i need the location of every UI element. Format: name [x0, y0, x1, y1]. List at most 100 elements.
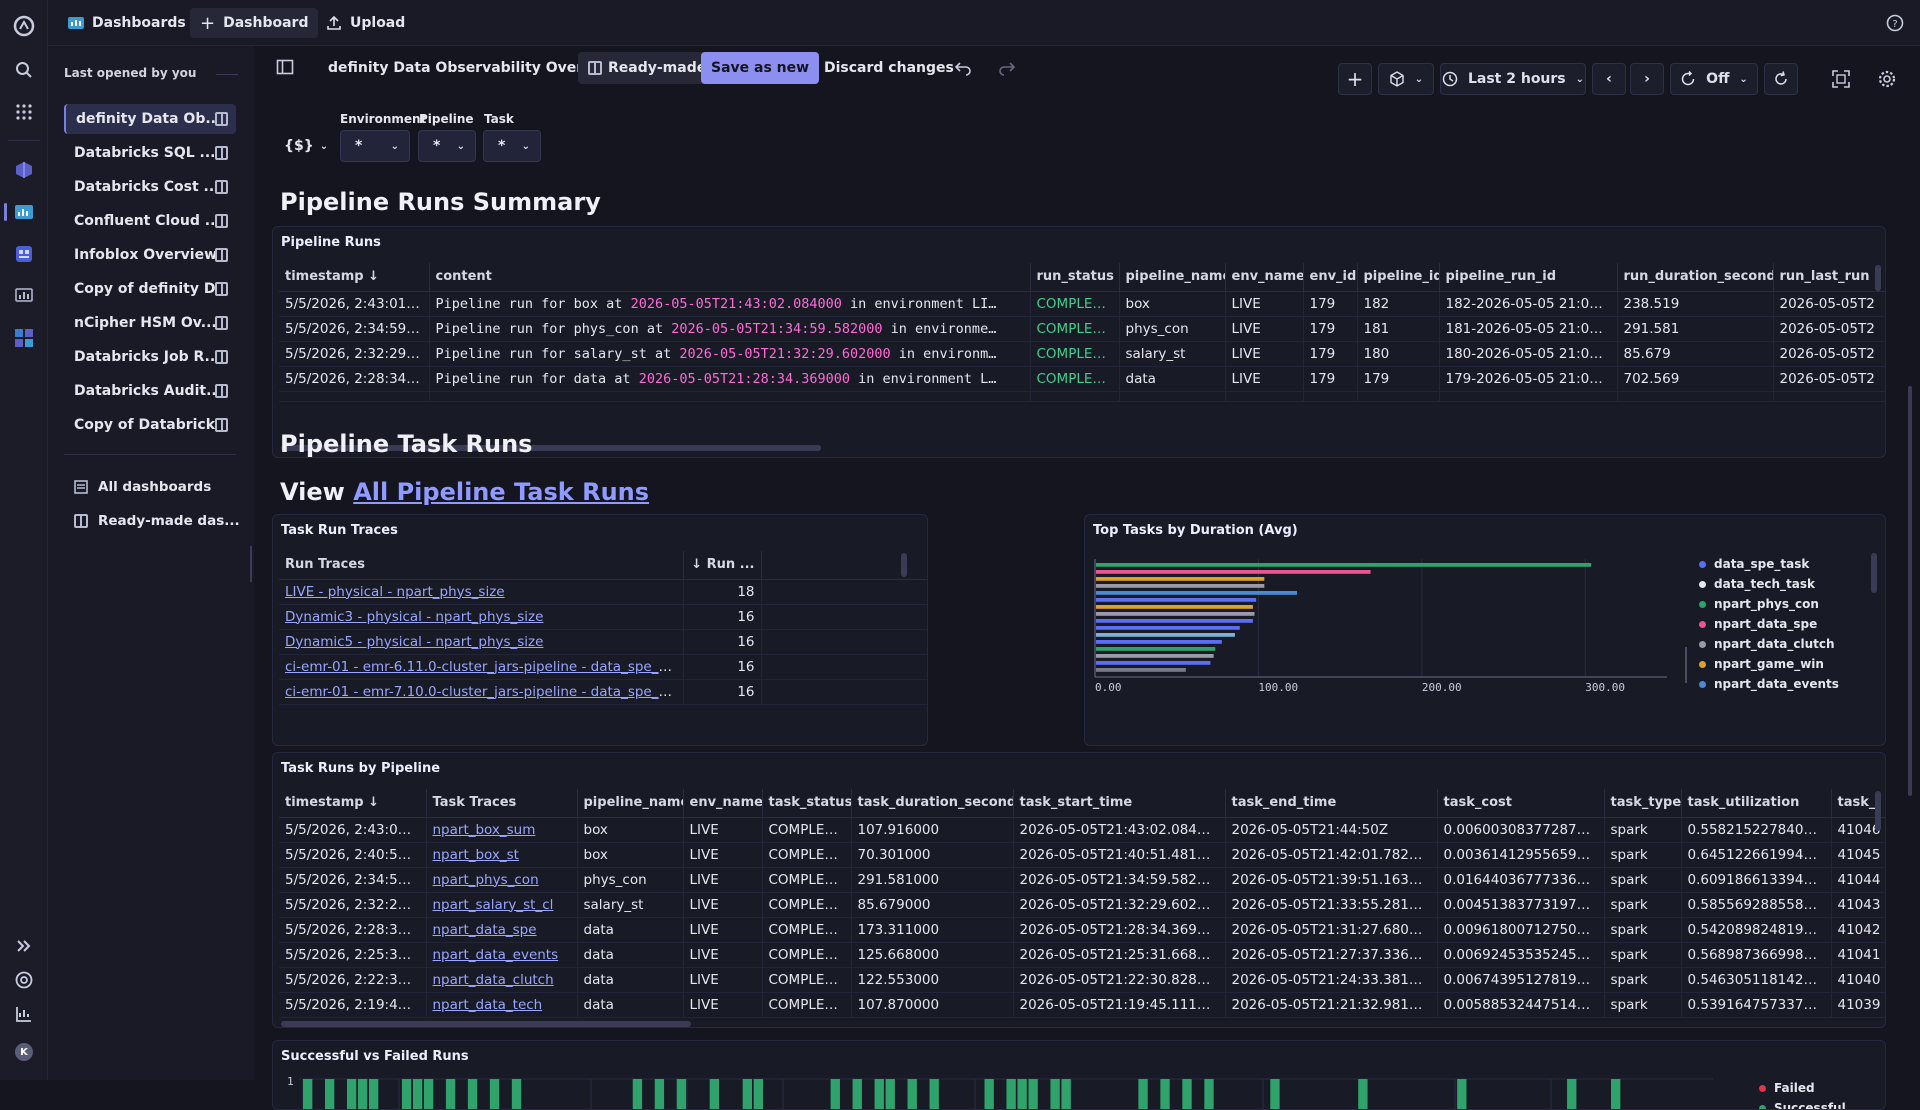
variables-menu-button[interactable]: {$} ⌄	[274, 130, 338, 162]
readymade-badge[interactable]: Ready-made	[578, 52, 716, 84]
success-bar[interactable]	[1611, 1079, 1620, 1110]
table-row[interactable]: ci-emr-01 - emr-6.11.0-cluster_jars-pipe…	[279, 654, 928, 679]
legend-item[interactable]: data_tech_task	[1699, 577, 1815, 591]
success-bar[interactable]	[754, 1079, 763, 1110]
task-trace-link[interactable]: npart_data_tech	[433, 997, 543, 1013]
page-vscrollbar[interactable]	[1908, 386, 1912, 796]
monitor-app-icon[interactable]	[12, 284, 36, 308]
pipeline-runs-col-header[interactable]: env_id	[1303, 263, 1357, 291]
success-bar[interactable]	[424, 1079, 433, 1110]
success-bar[interactable]	[325, 1079, 334, 1110]
traces-col-run-traces[interactable]: Run Traces	[279, 551, 683, 579]
success-bar[interactable]	[512, 1079, 521, 1110]
task-trace-link[interactable]: npart_phys_con	[433, 872, 539, 888]
success-bar[interactable]	[886, 1079, 895, 1110]
pipeline-runs-col-header[interactable]: pipeline_id	[1357, 263, 1439, 291]
task-runs-col-header[interactable]: pipeline_name	[577, 789, 683, 817]
grid-app-icon[interactable]	[12, 326, 36, 350]
add-tile-button[interactable]: +	[1338, 63, 1372, 95]
task-trace-link[interactable]: npart_salary_st_cl	[433, 897, 554, 913]
dashboards-app-icon[interactable]	[12, 200, 36, 224]
pipeline-filter-select[interactable]: *⌄	[418, 130, 476, 162]
trace-link[interactable]: Dynamic3 - physical - npart_phys_size	[285, 609, 543, 625]
task-traces-vscrollbar[interactable]	[901, 553, 907, 577]
settings-gear-icon[interactable]	[1878, 70, 1896, 92]
success-bar[interactable]	[1358, 1079, 1367, 1110]
sidebar-item-4[interactable]: Infoblox Overview	[64, 240, 236, 270]
task-runs-col-header[interactable]: timestamp ↓	[279, 789, 426, 817]
chart-bar[interactable]	[1096, 640, 1222, 644]
analytics-icon[interactable]	[12, 1002, 36, 1026]
success-bar[interactable]	[490, 1079, 499, 1110]
sidebar-item-3[interactable]: Confluent Cloud ...	[64, 206, 236, 236]
task-runs-col-header[interactable]: task_cost	[1437, 789, 1604, 817]
success-bar[interactable]	[1017, 1079, 1026, 1110]
apps-grid-icon[interactable]	[12, 100, 36, 124]
success-bar[interactable]	[853, 1079, 862, 1110]
chart-bar[interactable]	[1096, 619, 1253, 623]
auto-refresh-selector[interactable]: Off ⌄	[1670, 63, 1758, 95]
sidebar-readymade-dashboards[interactable]: Ready-made das...	[64, 506, 280, 536]
success-bar[interactable]	[303, 1079, 312, 1110]
cube-app-icon[interactable]	[12, 158, 36, 182]
success-bar[interactable]	[413, 1079, 422, 1110]
sidebar-item-5[interactable]: Copy of definity Data ...	[64, 274, 236, 304]
success-bar[interactable]	[908, 1079, 917, 1110]
sidebar-all-dashboards[interactable]: All dashboards	[64, 472, 280, 502]
pipeline-runs-col-header[interactable]: env_name	[1225, 263, 1303, 291]
trace-link[interactable]: ci-emr-01 - emr-6.11.0-cluster_jars-pipe…	[285, 659, 683, 675]
pipeline-runs-col-header[interactable]: run_duration_seconds	[1617, 263, 1773, 291]
environment-filter-select[interactable]: *⌄	[340, 130, 410, 162]
pipeline-runs-col-header[interactable]: run_last_run	[1773, 263, 1886, 291]
top-tasks-legend-scrollbar[interactable]	[1871, 553, 1877, 593]
success-bar[interactable]	[1006, 1079, 1015, 1110]
discard-changes-button[interactable]: Discard changes	[814, 52, 964, 84]
success-bar[interactable]	[402, 1079, 411, 1110]
help-icon[interactable]: ?	[1886, 14, 1904, 36]
success-bar[interactable]	[1567, 1079, 1576, 1110]
task-runs-col-header[interactable]: task_start_time	[1013, 789, 1225, 817]
task-runs-col-header[interactable]: task_utilization	[1681, 789, 1831, 817]
success-bar[interactable]	[1061, 1079, 1070, 1110]
segment-selector-button[interactable]: ⌄	[1378, 63, 1434, 95]
success-bar[interactable]	[347, 1079, 356, 1110]
table-row[interactable]: ci-emr-01 - emr-7.10.0-cluster_jars-pipe…	[279, 679, 928, 704]
pipeline-runs-col-header[interactable]: pipeline_name	[1119, 263, 1225, 291]
sidebar-item-2[interactable]: Databricks Cost ...	[64, 172, 236, 202]
user-avatar-icon[interactable]: K	[12, 1040, 36, 1064]
success-bar[interactable]	[1182, 1079, 1191, 1110]
sidebar-item-7[interactable]: Databricks Job R...	[64, 342, 236, 372]
legend-item[interactable]: npart_data_clutch	[1699, 637, 1835, 651]
success-bar[interactable]	[831, 1079, 840, 1110]
success-bar[interactable]	[369, 1079, 378, 1110]
pipeline-runs-vscrollbar[interactable]	[1875, 265, 1881, 291]
redo-icon[interactable]	[998, 60, 1016, 80]
task-runs-col-header[interactable]: task_type	[1604, 789, 1681, 817]
success-bar[interactable]	[875, 1079, 884, 1110]
notebook-app-icon[interactable]	[12, 242, 36, 266]
sidebar-item-1[interactable]: Databricks SQL ...	[64, 138, 236, 168]
success-bar[interactable]	[710, 1079, 719, 1110]
success-bar[interactable]	[446, 1079, 455, 1110]
trace-link[interactable]: LIVE - physical - npart_phys_size	[285, 584, 505, 600]
new-dashboard-button[interactable]: + Dashboard	[190, 8, 318, 38]
success-bar[interactable]	[468, 1079, 477, 1110]
timeframe-next-button[interactable]: ›	[1630, 63, 1664, 95]
chart-bar[interactable]	[1096, 563, 1591, 567]
task-runs-col-header[interactable]: task_status	[762, 789, 851, 817]
app-logo-icon[interactable]	[12, 14, 36, 38]
chart-bar[interactable]	[1096, 612, 1255, 616]
chart-bar[interactable]	[1096, 661, 1210, 665]
pipeline-runs-col-header[interactable]: timestamp ↓	[279, 263, 429, 291]
success-bar[interactable]	[930, 1079, 939, 1110]
